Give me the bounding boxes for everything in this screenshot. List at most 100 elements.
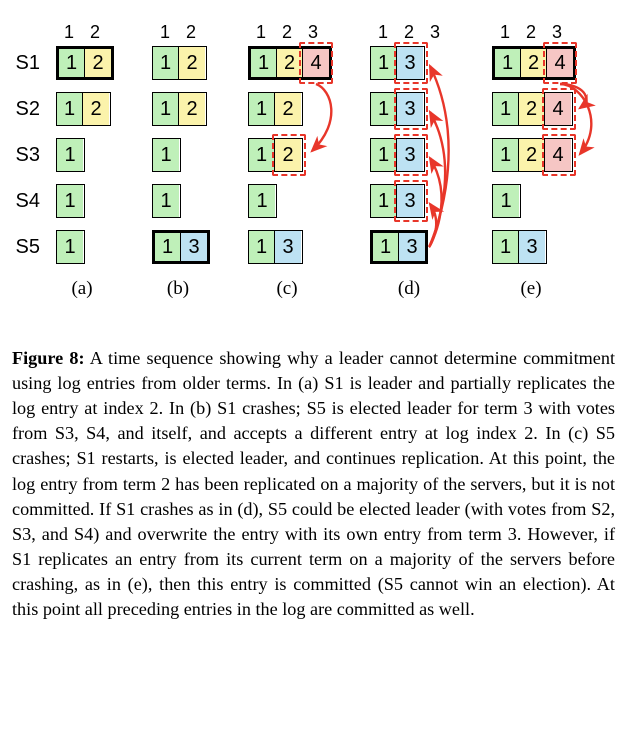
log-cell: 1 (249, 231, 275, 263)
log-cell: 3 (397, 47, 423, 79)
log-cell: 1 (153, 93, 179, 125)
log-cell: 1 (371, 47, 397, 79)
log-cell: 1 (153, 139, 179, 171)
subfigure-label-b: (b) (158, 278, 198, 300)
log-cell: 1 (373, 233, 399, 261)
index-label: 2 (275, 22, 299, 43)
log-cell: 1 (59, 49, 85, 77)
log-cell: 3 (399, 233, 425, 261)
log-cell: 2 (85, 49, 111, 77)
log-e-s3: 124 (492, 138, 573, 172)
log-cell: 1 (57, 185, 83, 217)
log-d-s1: 13 (370, 46, 425, 80)
log-cell: 1 (153, 185, 179, 217)
subfigure-label-a: (a) (62, 278, 102, 300)
log-cell: 2 (519, 139, 545, 171)
log-cell: 1 (493, 139, 519, 171)
index-label: 3 (545, 22, 569, 43)
subfigure-label-c: (c) (267, 278, 307, 300)
log-cell: 2 (179, 93, 205, 125)
log-a-s5: 1 (56, 230, 85, 264)
figure-diagram: S1S2S3S4S512(a)121211112(b)12121113123(c… (12, 12, 615, 342)
index-label: 1 (153, 22, 177, 43)
log-cell: 1 (57, 139, 83, 171)
row-label-s5: S5 (12, 236, 40, 259)
caption-label: Figure 8: (12, 348, 85, 368)
index-label: 2 (83, 22, 107, 43)
log-cell: 1 (251, 49, 277, 77)
arrow (429, 158, 442, 247)
log-cell: 1 (371, 185, 397, 217)
log-cell: 1 (57, 93, 83, 125)
row-label-s1: S1 (12, 52, 40, 75)
log-cell: 4 (545, 93, 571, 125)
log-cell: 1 (153, 47, 179, 79)
arrow (429, 112, 445, 247)
log-d-s3: 13 (370, 138, 425, 172)
index-label: 1 (249, 22, 273, 43)
index-label: 1 (57, 22, 81, 43)
arrow (429, 66, 449, 247)
log-a-s1: 12 (56, 46, 114, 80)
log-c-s3: 12 (248, 138, 303, 172)
log-cell: 2 (179, 47, 205, 79)
subfigure-label-e: (e) (511, 278, 551, 300)
log-e-s5: 13 (492, 230, 547, 264)
index-label: 2 (519, 22, 543, 43)
log-cell: 2 (277, 49, 303, 77)
log-b-s4: 1 (152, 184, 181, 218)
log-c-s4: 1 (248, 184, 277, 218)
log-cell: 2 (275, 139, 301, 171)
caption-text: A time sequence showing why a leader can… (12, 348, 615, 619)
index-label: 3 (423, 22, 447, 43)
log-cell: 2 (275, 93, 301, 125)
index-label: 3 (301, 22, 325, 43)
log-cell: 1 (155, 233, 181, 261)
log-cell: 3 (181, 233, 207, 261)
log-cell: 2 (521, 49, 547, 77)
subfigure-label-d: (d) (389, 278, 429, 300)
row-label-s2: S2 (12, 98, 40, 121)
log-d-s4: 13 (370, 184, 425, 218)
log-cell: 4 (547, 49, 573, 77)
log-cell: 2 (83, 93, 109, 125)
log-cell: 1 (371, 93, 397, 125)
log-cell: 1 (57, 231, 83, 263)
log-cell: 1 (249, 139, 275, 171)
log-a-s2: 12 (56, 92, 111, 126)
log-c-s2: 12 (248, 92, 303, 126)
log-cell: 1 (493, 93, 519, 125)
log-cell: 3 (397, 185, 423, 217)
log-cell: 4 (545, 139, 571, 171)
row-label-s4: S4 (12, 190, 40, 213)
log-d-s5: 13 (370, 230, 428, 264)
index-label: 2 (179, 22, 203, 43)
log-cell: 3 (397, 139, 423, 171)
arrow (429, 204, 436, 247)
log-cell: 1 (495, 49, 521, 77)
log-cell: 1 (249, 93, 275, 125)
index-label: 1 (371, 22, 395, 43)
log-cell: 2 (519, 93, 545, 125)
log-cell: 1 (493, 185, 519, 217)
log-e-s1: 124 (492, 46, 576, 80)
log-b-s2: 12 (152, 92, 207, 126)
figure-caption: Figure 8: A time sequence showing why a … (12, 346, 615, 622)
log-cell: 1 (493, 231, 519, 263)
index-label: 1 (493, 22, 517, 43)
log-a-s4: 1 (56, 184, 85, 218)
log-b-s5: 13 (152, 230, 210, 264)
log-cell: 3 (275, 231, 301, 263)
arrow (312, 84, 331, 151)
log-a-s3: 1 (56, 138, 85, 172)
log-cell: 3 (397, 93, 423, 125)
row-label-s3: S3 (12, 144, 40, 167)
log-d-s2: 13 (370, 92, 425, 126)
log-b-s3: 1 (152, 138, 181, 172)
log-cell: 4 (303, 49, 329, 77)
log-b-s1: 12 (152, 46, 207, 80)
log-cell: 3 (519, 231, 545, 263)
log-e-s4: 1 (492, 184, 521, 218)
log-cell: 1 (249, 185, 275, 217)
log-e-s2: 124 (492, 92, 573, 126)
